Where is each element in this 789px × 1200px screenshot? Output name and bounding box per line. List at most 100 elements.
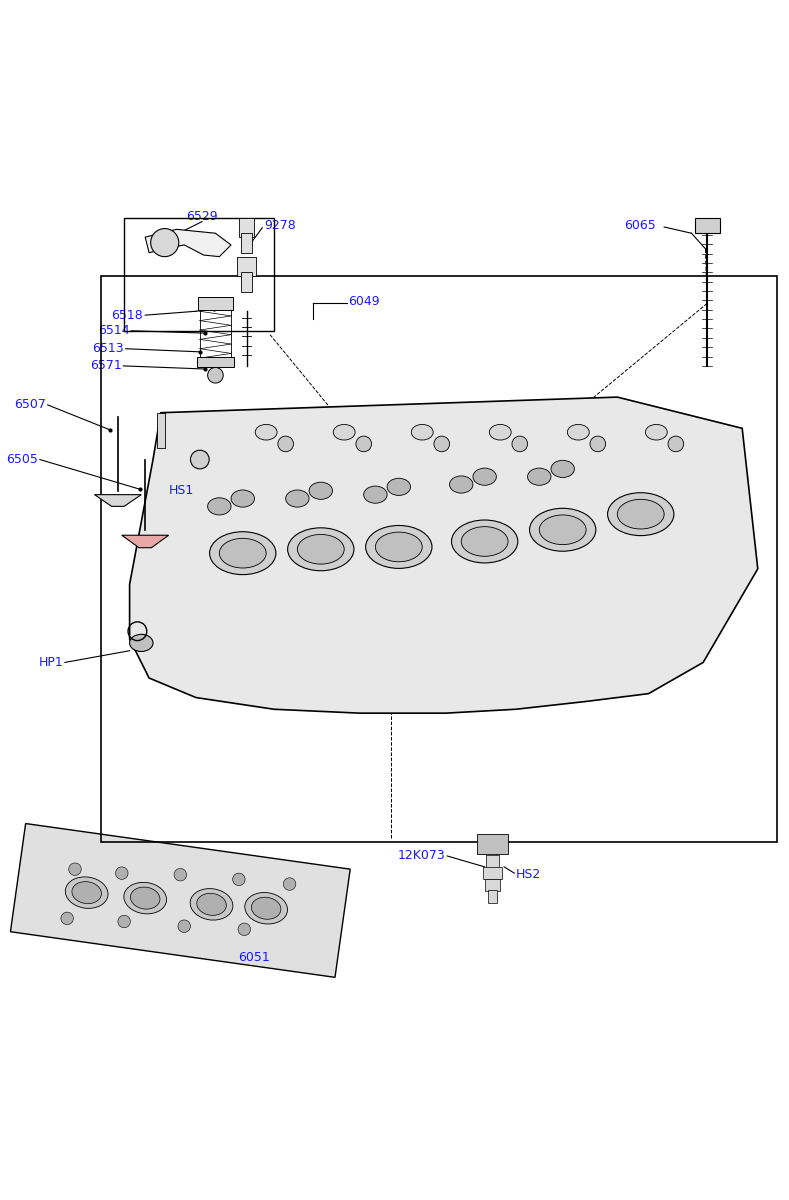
Circle shape <box>61 912 73 925</box>
Bar <box>598 460 625 487</box>
Circle shape <box>283 878 296 890</box>
Bar <box>462 487 488 514</box>
Ellipse shape <box>617 499 664 529</box>
Bar <box>516 650 543 678</box>
Ellipse shape <box>210 532 276 575</box>
Bar <box>598 514 625 541</box>
Bar <box>241 233 252 253</box>
Bar <box>625 541 653 569</box>
Bar <box>570 596 598 624</box>
Circle shape <box>233 874 245 886</box>
Ellipse shape <box>364 486 387 503</box>
Ellipse shape <box>645 425 667 440</box>
Text: 6518: 6518 <box>111 308 143 322</box>
Bar <box>516 596 543 624</box>
Text: scuderia: scuderia <box>178 558 432 611</box>
Ellipse shape <box>245 893 287 924</box>
Circle shape <box>190 450 209 469</box>
Bar <box>196 356 234 367</box>
Ellipse shape <box>208 498 231 515</box>
Circle shape <box>434 436 450 451</box>
Bar <box>625 487 653 514</box>
Bar <box>598 624 625 650</box>
Ellipse shape <box>72 882 102 904</box>
Text: 6514: 6514 <box>98 324 129 337</box>
Ellipse shape <box>219 539 266 568</box>
Text: 6051: 6051 <box>238 950 271 964</box>
Circle shape <box>278 436 294 451</box>
Bar <box>543 514 570 541</box>
Ellipse shape <box>551 461 574 478</box>
Ellipse shape <box>376 532 422 562</box>
Ellipse shape <box>333 425 355 440</box>
Ellipse shape <box>124 882 166 914</box>
Ellipse shape <box>489 425 511 440</box>
Text: HS1: HS1 <box>169 485 194 497</box>
Bar <box>237 257 256 276</box>
Ellipse shape <box>608 493 674 535</box>
Bar <box>543 569 570 596</box>
Text: 12K073: 12K073 <box>398 850 446 863</box>
Text: HS2: HS2 <box>516 868 541 881</box>
Bar <box>198 298 233 310</box>
Circle shape <box>512 436 528 451</box>
Circle shape <box>69 863 81 876</box>
Bar <box>488 514 516 541</box>
Bar <box>488 460 516 487</box>
Bar <box>488 890 497 902</box>
Bar <box>486 856 499 868</box>
Bar <box>157 413 165 448</box>
Ellipse shape <box>309 482 332 499</box>
Circle shape <box>590 436 606 451</box>
Circle shape <box>208 367 223 383</box>
Ellipse shape <box>129 635 153 652</box>
Text: 6507: 6507 <box>14 398 46 412</box>
Text: 6571: 6571 <box>90 359 122 372</box>
Bar <box>543 624 570 650</box>
Bar <box>694 217 720 233</box>
Bar <box>570 650 598 678</box>
Text: 6529: 6529 <box>186 210 218 222</box>
Circle shape <box>178 920 190 932</box>
Bar <box>241 272 252 292</box>
Text: 9278: 9278 <box>264 218 297 232</box>
Bar <box>625 596 653 624</box>
Ellipse shape <box>365 526 432 569</box>
Ellipse shape <box>190 888 233 920</box>
Ellipse shape <box>231 490 255 508</box>
Circle shape <box>115 866 128 880</box>
Polygon shape <box>10 823 350 977</box>
Polygon shape <box>129 397 757 713</box>
Bar <box>462 596 488 624</box>
Bar <box>570 541 598 569</box>
Ellipse shape <box>567 425 589 440</box>
Ellipse shape <box>130 887 160 910</box>
Bar <box>488 624 516 650</box>
Bar <box>516 487 543 514</box>
Ellipse shape <box>462 527 508 557</box>
Ellipse shape <box>252 898 281 919</box>
Bar <box>516 541 543 569</box>
Ellipse shape <box>540 515 586 545</box>
Bar <box>483 866 502 880</box>
Ellipse shape <box>529 509 596 551</box>
Bar <box>462 541 488 569</box>
Bar <box>239 217 255 238</box>
Circle shape <box>151 228 179 257</box>
Ellipse shape <box>411 425 433 440</box>
Circle shape <box>118 916 130 928</box>
Bar <box>653 514 680 541</box>
Ellipse shape <box>65 877 108 908</box>
Ellipse shape <box>297 534 344 564</box>
Bar <box>598 569 625 596</box>
Ellipse shape <box>286 490 309 508</box>
Bar <box>462 650 488 678</box>
Bar <box>653 569 680 596</box>
Bar <box>570 487 598 514</box>
Bar <box>477 834 508 853</box>
Ellipse shape <box>528 468 551 485</box>
Polygon shape <box>145 229 231 257</box>
Text: 6505: 6505 <box>6 454 39 466</box>
Bar <box>543 460 570 487</box>
Ellipse shape <box>196 893 226 916</box>
